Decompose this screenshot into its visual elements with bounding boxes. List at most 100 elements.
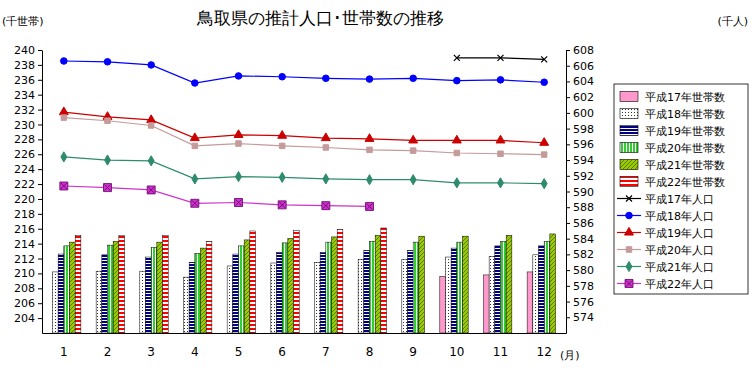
y2-tick-label: 580 [573,264,594,277]
legend-marker [626,196,632,202]
legend-label: 平成19年人口 [645,227,714,240]
y-tick-label: 212 [14,253,35,266]
line-series [61,115,547,157]
y-tick-label: 214 [14,238,35,251]
marker [59,107,68,115]
legend: 平成17年世帯数平成18年世帯数平成19年世帯数平成20年世帯数平成21年世帯数… [614,84,748,294]
y-tick: 232 [14,104,42,117]
x-tick-label: 7 [322,345,330,359]
line-series [454,55,547,63]
x-tick-label: 11 [493,345,508,359]
bar [271,263,277,333]
marker [148,123,153,128]
y2-tick-mark [566,97,570,98]
legend-label: 平成20年人口 [645,244,714,257]
legend-label: 平成20年世帯数 [645,142,725,155]
y-tick-mark [38,124,42,125]
legend-label: 平成17年人口 [645,193,714,206]
bar [314,262,320,333]
x-tick: 7 [322,345,330,359]
bar [483,275,489,333]
y-tick-label: 210 [14,267,35,280]
y-tick-mark [38,110,42,111]
y-tick-label: 204 [14,312,35,325]
marker [366,202,374,210]
x-tick: 12 [537,345,552,359]
y2-tick: 608 [566,44,594,57]
x-tick: 1 [60,345,68,359]
bar [527,272,533,333]
y-tick-mark [38,50,42,51]
bar [96,271,102,333]
legend-swatch [620,143,638,153]
marker [61,152,67,162]
y-tick-mark [38,288,42,289]
y2-tick: 590 [566,186,594,199]
bar [157,242,163,333]
x-tick-label: 3 [147,345,155,359]
y-tick: 206 [14,297,42,310]
legend-marker [625,280,633,288]
y-tick-mark [38,303,42,304]
marker [105,155,111,165]
y2-tick: 606 [566,60,594,73]
marker [540,138,549,146]
marker [410,148,415,153]
y2-tick-label: 592 [573,170,594,183]
marker [541,152,546,157]
marker [321,133,330,141]
y-tick: 204 [14,312,42,325]
x-tick: 9 [409,345,417,359]
bar [70,242,76,333]
y2-tick-label: 584 [573,233,594,246]
marker [365,134,374,142]
marker [191,199,199,207]
bar [402,259,408,333]
y2-tick-mark [566,81,570,82]
y-tick-mark [38,169,42,170]
x-tick-label: 8 [366,345,374,359]
y2-tick: 580 [566,264,594,277]
bar [108,245,114,333]
marker [148,62,155,69]
marker [452,135,461,143]
x-tick: 4 [191,345,199,359]
y-tick-mark [38,229,42,230]
bar [206,241,212,333]
chart-svg: 2042062082102122142162182202222242262282… [0,0,752,384]
y-tick-label: 230 [14,118,35,131]
y-tick-label: 234 [14,89,35,102]
y2-tick-label: 602 [573,91,594,104]
marker [279,143,284,148]
legend-swatch [620,160,638,170]
marker [279,73,286,80]
y-tick: 226 [14,148,42,161]
legend-marker [625,227,634,235]
marker [323,174,329,184]
marker [190,133,199,141]
y-tick-label: 240 [14,44,35,57]
y2-tick-mark [566,286,570,287]
y-tick: 224 [14,163,42,176]
marker [235,73,242,80]
bar [320,253,326,333]
y-tick: 210 [14,267,42,280]
x-axis-title: (月) [560,349,580,362]
bar [58,254,64,333]
legend-marker [626,247,631,252]
bar [326,242,332,333]
x-tick: 5 [235,345,243,359]
marker [104,59,111,66]
bar [501,241,507,333]
line-series [61,152,547,189]
bar [75,235,81,333]
y2-tick-label: 598 [573,123,594,136]
y-tick-label: 236 [14,74,35,87]
y2-tick-mark [566,302,570,303]
y-tick: 228 [14,133,42,146]
bar [294,230,300,333]
y-tick-mark [38,244,42,245]
y-tick: 222 [14,178,42,191]
marker [236,171,242,181]
legend-marker [626,261,632,271]
